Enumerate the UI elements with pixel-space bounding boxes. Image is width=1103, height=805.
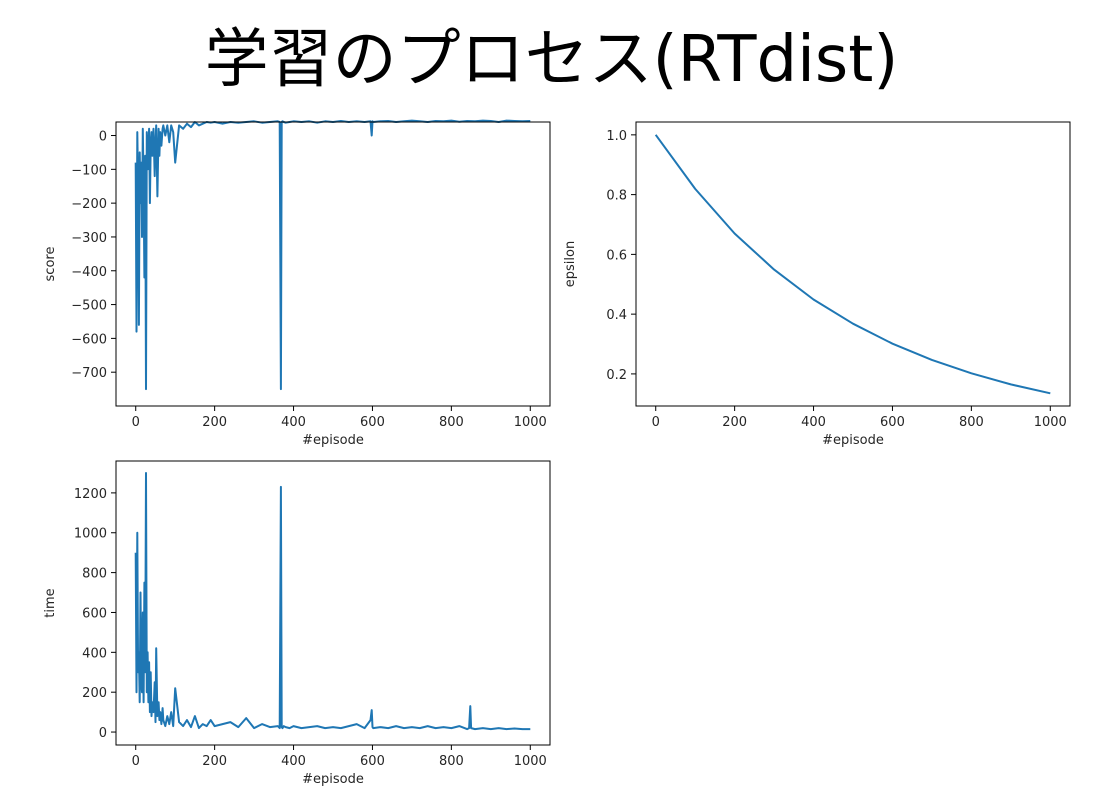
- time-y-tick-label: 800: [82, 567, 107, 582]
- score-x-tick-label: 600: [360, 415, 385, 430]
- epsilon-x-tick-label: 0: [652, 415, 660, 430]
- epsilon-x-tick-label: 1000: [1034, 415, 1067, 430]
- epsilon-y-tick-label: 1.0: [606, 129, 627, 144]
- score-y-tick-label: −200: [71, 197, 107, 212]
- time-y-tick-label: 200: [82, 686, 107, 701]
- epsilon-axes-frame: [635, 121, 1071, 407]
- score-x-tick-label: 800: [439, 415, 464, 430]
- epsilon-x-tick-label: 200: [722, 415, 747, 430]
- epsilon-series-line: [654, 134, 1051, 395]
- epsilon-chart: 0 200 400 600 800 1000 0.2 0.4 0.6 0.8 1.0 #episode…: [563, 121, 1071, 448]
- score-y-tick-label: −600: [71, 332, 107, 347]
- time-y-tick-label: 1000: [74, 527, 107, 542]
- epsilon-x-tick-label: 600: [880, 415, 905, 430]
- time-y-tick-label: 0: [99, 726, 107, 741]
- score-chart: 0 200 400 600 800 1000 0 −100 −200 −300 −400 −500 −6…: [43, 119, 551, 448]
- epsilon-y-tick-label: 0.8: [606, 189, 627, 204]
- time-x-tick-label: 600: [360, 754, 385, 769]
- score-x-tick-label: 200: [202, 415, 227, 430]
- score-x-tick-label: 400: [281, 415, 306, 430]
- score-x-tick-label: 1000: [514, 415, 547, 430]
- epsilon-y-tick-label: 0.6: [606, 248, 627, 263]
- time-y-axis-label: time: [43, 588, 58, 617]
- epsilon-x-tick-label: 800: [959, 415, 984, 430]
- time-y-tick-label: 1200: [74, 487, 107, 502]
- score-y-axis-label: score: [43, 247, 58, 282]
- score-y-tick-label: 0: [99, 130, 107, 145]
- time-x-tick-label: 1000: [514, 754, 547, 769]
- score-y-tick-label: −400: [71, 265, 107, 280]
- epsilon-y-axis-label: epsilon: [563, 241, 578, 287]
- score-series-line: [134, 119, 531, 391]
- score-axes-frame: [115, 121, 551, 407]
- time-x-tick-label: 400: [281, 754, 306, 769]
- score-y-tick-label: −700: [71, 366, 107, 381]
- time-chart: 0 200 400 600 800 1000 0 200 400 600 800 1000 1200 #e…: [43, 460, 551, 787]
- time-y-tick-label: 400: [82, 646, 107, 661]
- time-x-tick-label: 800: [439, 754, 464, 769]
- time-y-tick-label: 600: [82, 606, 107, 621]
- time-x-axis-label: #episode: [302, 772, 364, 787]
- epsilon-x-tick-label: 400: [801, 415, 826, 430]
- score-y-tick-label: −100: [71, 163, 107, 178]
- score-y-tick-label: −300: [71, 231, 107, 246]
- time-x-tick-label: 0: [132, 754, 140, 769]
- score-x-tick-label: 0: [132, 415, 140, 430]
- epsilon-y-tick-label: 0.2: [606, 368, 627, 383]
- score-x-axis-label: #episode: [302, 433, 364, 448]
- page-title: 学習のプロセス(RTdist): [204, 23, 899, 97]
- time-x-tick-label: 200: [202, 754, 227, 769]
- epsilon-y-tick-label: 0.4: [606, 308, 627, 323]
- epsilon-x-axis-label: #episode: [822, 433, 884, 448]
- time-axes-frame: [115, 460, 551, 746]
- score-y-tick-label: −500: [71, 299, 107, 314]
- time-series-line: [134, 472, 531, 731]
